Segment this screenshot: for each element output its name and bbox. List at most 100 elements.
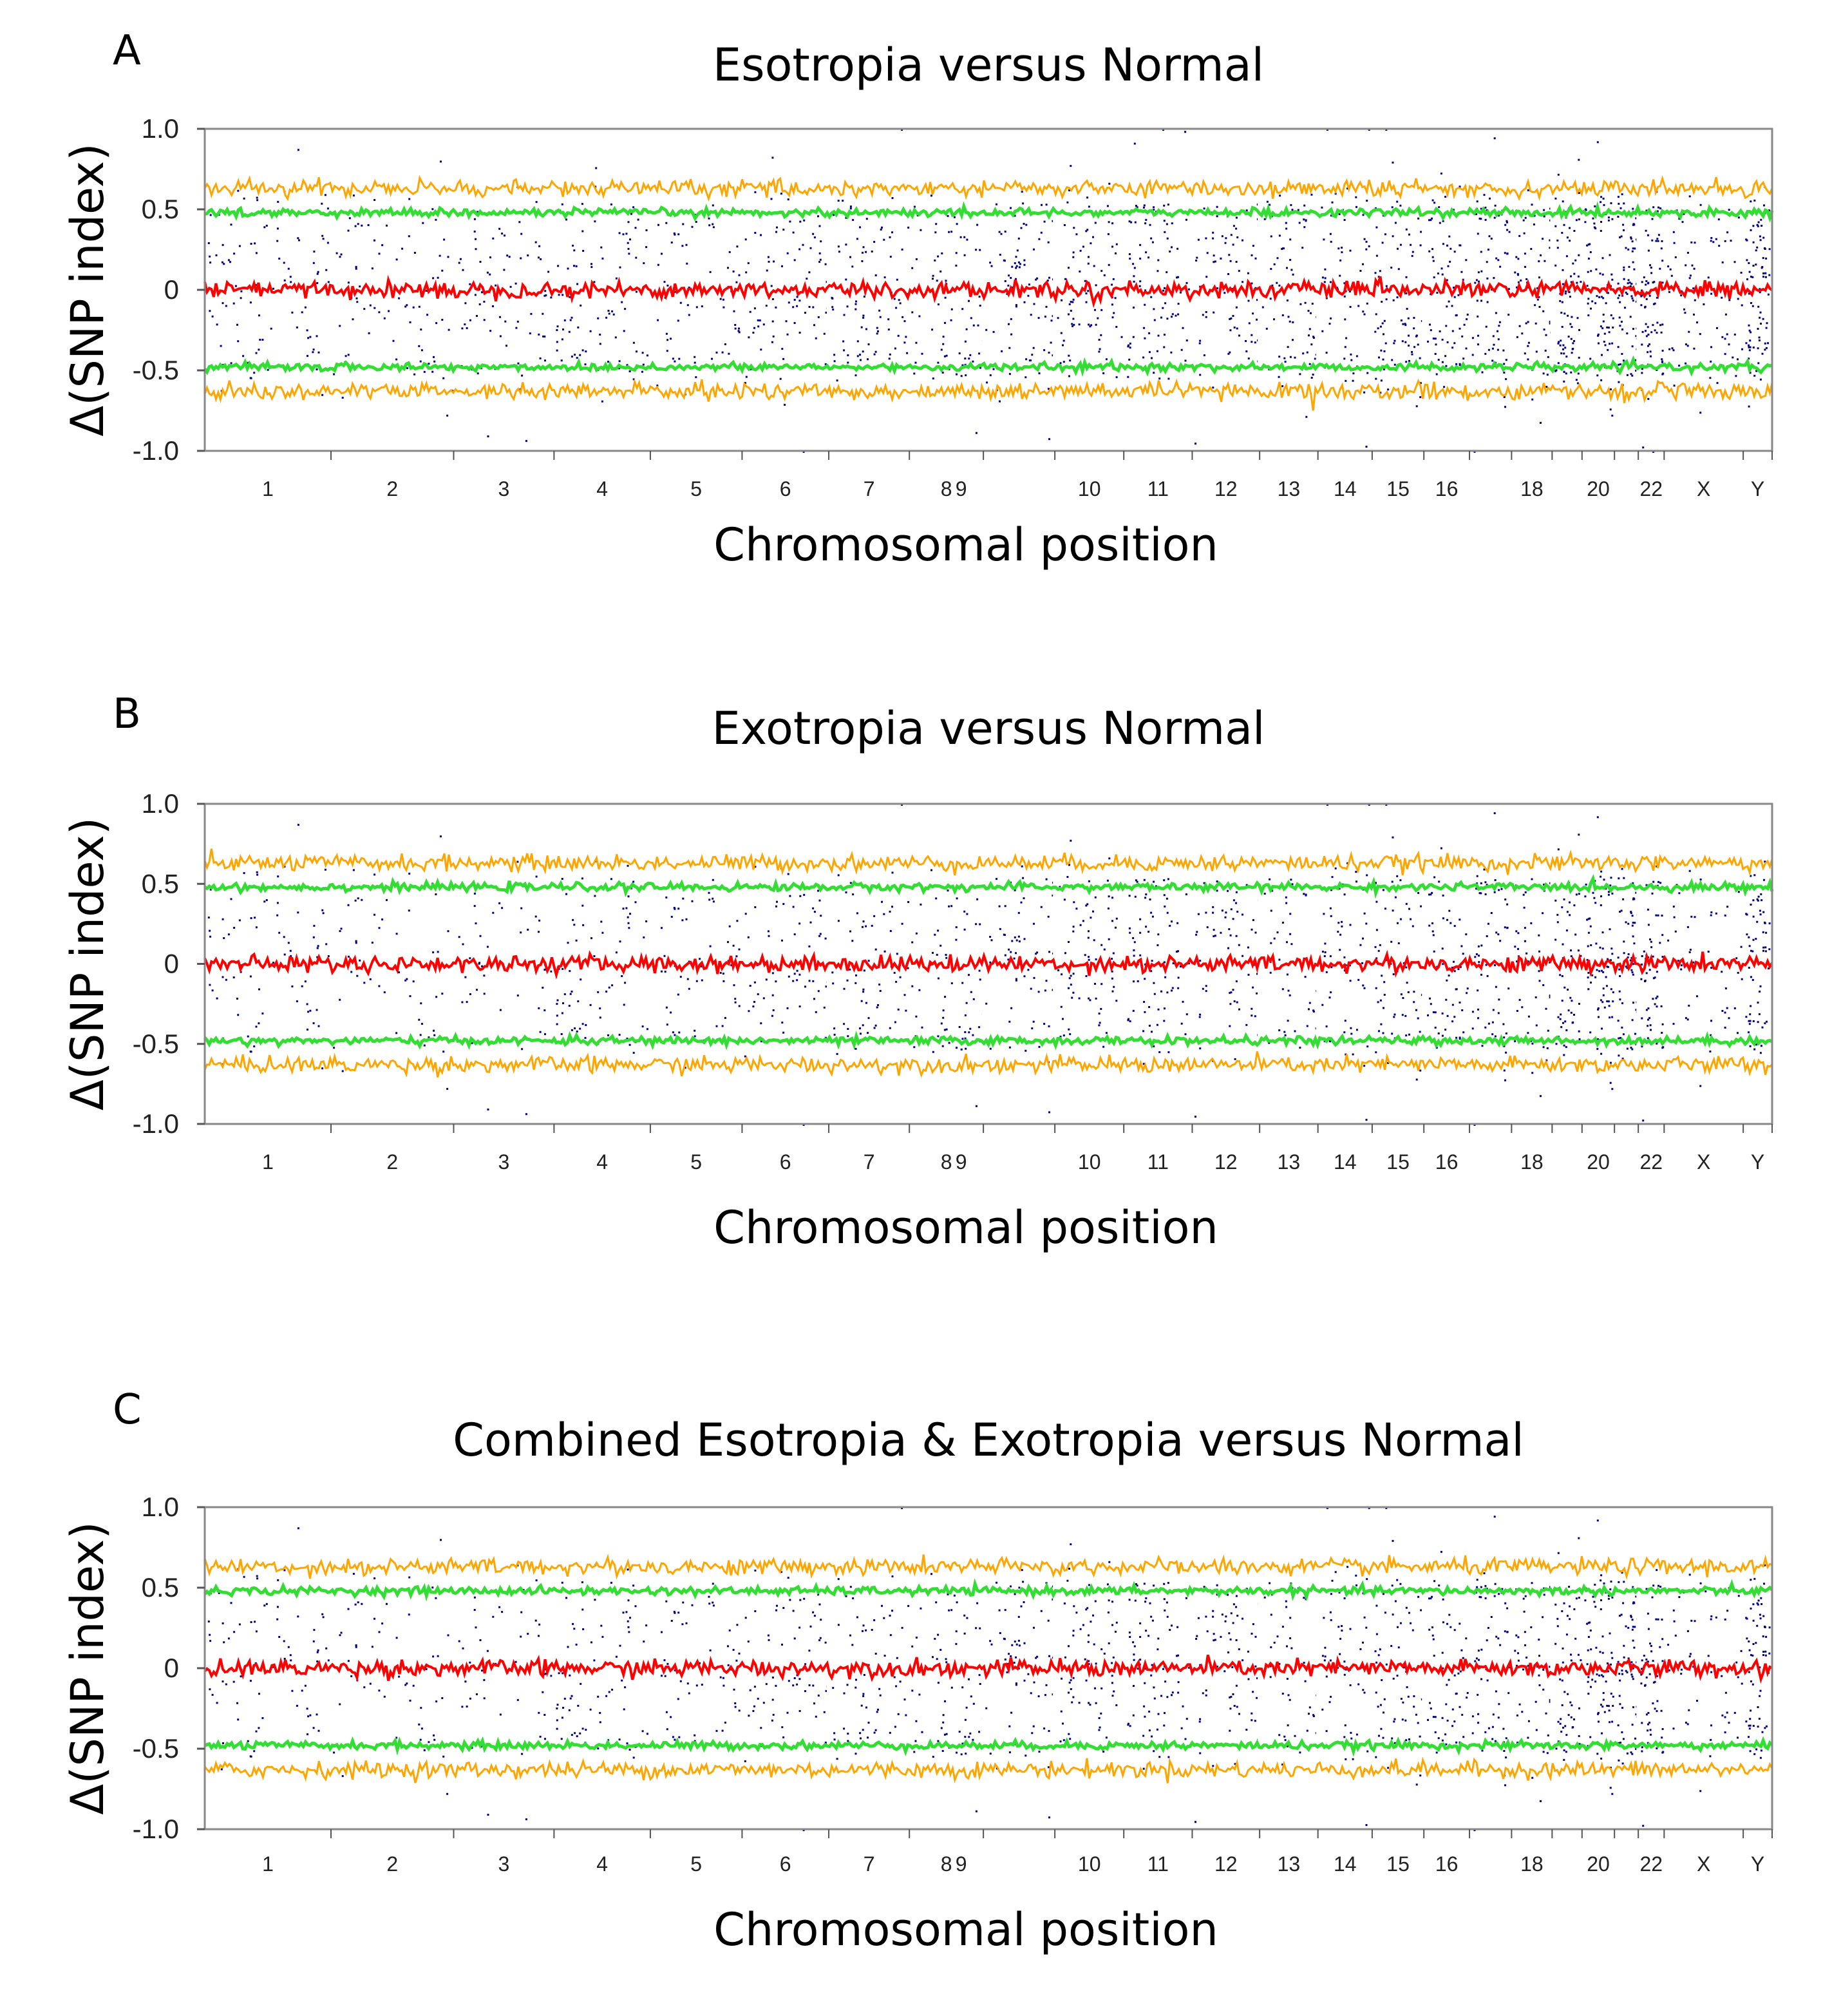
x-tick-label: 7 [864, 477, 875, 500]
x-tick-label: 4 [596, 1852, 608, 1876]
panel-title: Esotropia versus Normal [713, 39, 1264, 91]
x-axis-label: Chromosomal position [713, 1201, 1218, 1254]
panel-title: Combined Esotropia & Exotropia versus No… [453, 1414, 1524, 1467]
x-tick-label: 20 [1587, 477, 1610, 500]
x-tick-label: 5 [690, 477, 702, 500]
x-tick-label: 2 [386, 477, 398, 500]
mean-line [203, 274, 1773, 309]
x-tick-label: 9 [956, 477, 967, 500]
panel-letter: A [113, 27, 141, 75]
mean-line [203, 1654, 1773, 1684]
y-axis-label: Δ(SNP index) [61, 143, 114, 436]
ci95-upper-line [204, 201, 1774, 223]
x-tick-label: 13 [1278, 1150, 1301, 1174]
x-tick-label: Y [1751, 1150, 1764, 1174]
ci95-lower-line [203, 355, 1773, 377]
y-tick-label: -1.0 [133, 435, 179, 466]
chromosome-gap [1550, 1507, 1554, 1829]
x-tick-label: 15 [1386, 1852, 1410, 1876]
chromosome-gap [1422, 129, 1426, 451]
x-tick-label: 12 [1214, 477, 1238, 500]
ci99-upper-line [203, 1554, 1773, 1580]
x-tick-label: 22 [1640, 1852, 1663, 1876]
y-tick-label: -0.5 [133, 1733, 179, 1764]
x-tick-label: 9 [956, 1150, 967, 1174]
x-tick-label: 18 [1520, 477, 1544, 500]
x-tick-label: 2 [386, 1150, 398, 1174]
ci95-upper-line [203, 873, 1774, 899]
x-tick-label: 6 [780, 1852, 791, 1876]
chromosome-gap [1370, 129, 1374, 451]
x-tick-label: 3 [498, 1150, 510, 1174]
y-tick-label: 0 [164, 1653, 179, 1683]
x-tick-label: X [1697, 1150, 1710, 1174]
panel-A: 1.00.50-0.5-1.01 2 3 4 5 6 7 8 9 10 11 12 13 14 15 16 18… [61, 27, 1774, 571]
x-tick-label: X [1697, 1852, 1710, 1876]
x-axis-label: Chromosomal position [713, 1903, 1218, 1956]
chromosome-gap [1316, 1507, 1319, 1829]
x-tick-label: 20 [1587, 1852, 1610, 1876]
x-tick-label: 16 [1435, 1852, 1459, 1876]
x-tick-label: 14 [1334, 477, 1357, 500]
x-axis-label: Chromosomal position [713, 518, 1218, 571]
x-tick-label: 13 [1278, 1852, 1301, 1876]
y-tick-label: 0.5 [142, 194, 179, 224]
y-tick-label: -0.5 [133, 1029, 179, 1059]
y-axis-label: Δ(SNP index) [61, 817, 114, 1110]
x-tick-label: 14 [1334, 1150, 1357, 1174]
ci99-upper-line [203, 175, 1773, 202]
panel-letter: B [113, 690, 141, 738]
chromosome-gap [1550, 804, 1554, 1124]
x-tick-label: 6 [780, 477, 791, 500]
x-tick-label: 8 [941, 477, 952, 500]
x-tick-label: Y [1751, 1852, 1764, 1876]
x-tick-label: Y [1751, 477, 1764, 500]
chromosome-gap [1422, 804, 1426, 1124]
x-tick-label: 18 [1520, 1852, 1544, 1876]
panel-letter: C [113, 1386, 142, 1434]
x-tick-label: X [1697, 477, 1710, 500]
panel-B: 1.00.50-0.5-1.01 2 3 4 5 6 7 8 9 10 11 12 13 14 15 16 18… [61, 690, 1774, 1254]
x-tick-label: 15 [1386, 477, 1410, 500]
panel-C: 1.00.50-0.5-1.01 2 3 4 5 6 7 8 9 10 11 12 13 14 15 16 18… [61, 1386, 1773, 1956]
x-tick-label: 10 [1078, 1150, 1101, 1174]
x-tick-label: 1 [262, 1150, 274, 1174]
x-tick-label: 16 [1435, 477, 1459, 500]
panel-title: Exotropia versus Normal [712, 702, 1265, 755]
x-tick-label: 13 [1278, 477, 1301, 500]
mean-line [203, 949, 1773, 980]
y-tick-label: -1.0 [133, 1814, 179, 1844]
x-tick-label: 5 [690, 1852, 702, 1876]
x-tick-label: 5 [690, 1150, 702, 1174]
x-tick-label: 16 [1435, 1150, 1459, 1174]
ci95-lower-line [203, 1736, 1773, 1757]
y-tick-label: 0.5 [142, 1572, 179, 1602]
y-tick-label: 1.0 [142, 1492, 179, 1522]
ci99-upper-line [203, 848, 1773, 877]
ci95-lower-line [203, 1031, 1773, 1051]
x-tick-label: 1 [262, 1852, 274, 1876]
x-tick-label: 9 [956, 1852, 967, 1876]
x-tick-label: 3 [498, 477, 510, 500]
chromosome-gap [1053, 129, 1057, 451]
x-tick-label: 12 [1214, 1150, 1238, 1174]
x-tick-label: 10 [1078, 1852, 1101, 1876]
x-tick-label: 18 [1520, 1150, 1544, 1174]
x-tick-label: 4 [596, 1150, 608, 1174]
chromosome-gap [981, 804, 985, 1124]
x-tick-label: 8 [941, 1852, 952, 1876]
x-tick-label: 7 [864, 1150, 875, 1174]
x-tick-label: 6 [780, 1150, 791, 1174]
y-tick-label: 1.0 [142, 113, 179, 144]
y-tick-label: 0.5 [142, 868, 179, 899]
x-tick-label: 8 [941, 1150, 952, 1174]
x-tick-label: 11 [1147, 1852, 1169, 1876]
ci99-lower-line [203, 378, 1773, 411]
ci99-lower-line [203, 1756, 1773, 1783]
y-tick-label: 0 [164, 949, 179, 979]
y-tick-label: 0 [164, 274, 179, 305]
x-tick-label: 1 [262, 477, 274, 500]
chromosome-gap [1370, 1507, 1374, 1829]
y-axis-label: Δ(SNP index) [61, 1521, 114, 1814]
